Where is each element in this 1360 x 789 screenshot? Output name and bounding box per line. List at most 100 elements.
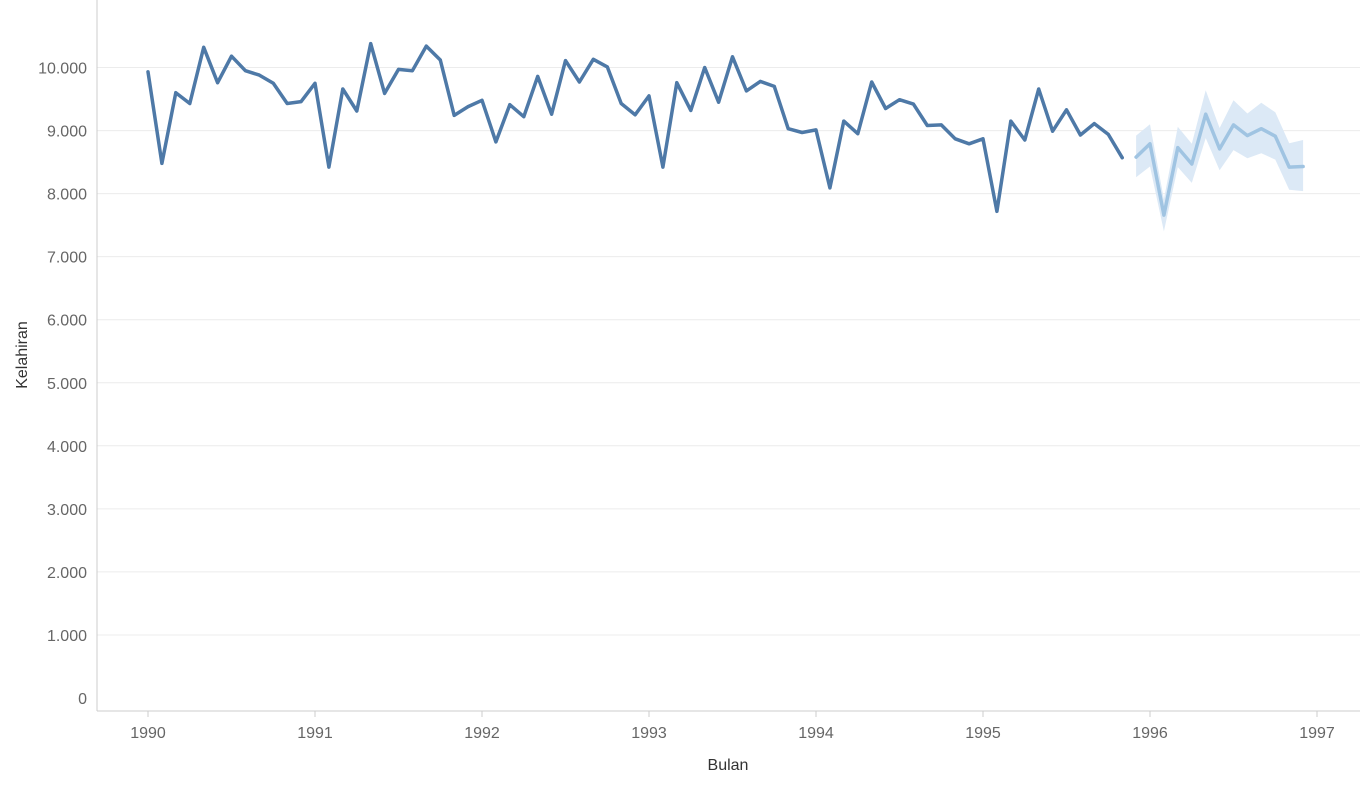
forecast-data-point bbox=[1287, 165, 1291, 169]
actual-data-point bbox=[271, 81, 275, 85]
forecast-data-point bbox=[1176, 146, 1180, 150]
forecast-data-point bbox=[1134, 155, 1138, 159]
y-tick-label: 9.000 bbox=[47, 124, 87, 141]
actual-data-point bbox=[341, 87, 345, 91]
actual-data-point bbox=[522, 115, 526, 119]
actual-data-point bbox=[1106, 132, 1110, 136]
actual-data-point bbox=[619, 102, 623, 105]
actual-data-point bbox=[550, 112, 554, 116]
actual-data-point bbox=[661, 165, 665, 169]
actual-data-point bbox=[230, 54, 233, 58]
forecast-data-point bbox=[1162, 213, 1166, 217]
x-tick-label: 1992 bbox=[464, 725, 500, 742]
x-tick-label: 1996 bbox=[1132, 725, 1168, 742]
forecast-data-point bbox=[1148, 142, 1152, 146]
actual-data-point bbox=[410, 69, 414, 73]
actual-data-point bbox=[160, 161, 164, 165]
actual-data-point bbox=[424, 44, 428, 48]
y-tick-label: 4.000 bbox=[47, 439, 87, 456]
forecast-data-point bbox=[1232, 123, 1235, 127]
actual-data-point bbox=[675, 81, 679, 85]
actual-data-point bbox=[577, 80, 581, 84]
actual-data-point bbox=[758, 79, 762, 83]
actual-data-point bbox=[1051, 129, 1055, 133]
actual-data-point bbox=[1092, 122, 1096, 126]
y-tick-label: 5.000 bbox=[47, 376, 87, 393]
actual-data-point bbox=[536, 74, 540, 78]
actual-data-point bbox=[299, 100, 303, 104]
actual-data-point bbox=[1037, 87, 1041, 91]
actual-data-point bbox=[800, 131, 804, 134]
x-axis-title: Bulan bbox=[708, 757, 749, 774]
actual-data-point bbox=[842, 119, 846, 123]
actual-data-point bbox=[814, 128, 818, 132]
actual-data-point bbox=[967, 142, 971, 146]
actual-data-point bbox=[355, 109, 359, 113]
actual-data-point bbox=[870, 80, 874, 84]
actual-data-point bbox=[327, 165, 331, 169]
actual-data-point bbox=[1023, 138, 1027, 142]
forecast-data-point bbox=[1245, 134, 1249, 138]
actual-data-point bbox=[1078, 133, 1082, 137]
forecast-data-point bbox=[1259, 127, 1263, 131]
actual-data-point bbox=[633, 113, 637, 117]
y-tick-label: 0 bbox=[78, 691, 87, 708]
actual-data-point bbox=[925, 124, 929, 127]
actual-data-point bbox=[911, 102, 915, 106]
x-tick-label: 1994 bbox=[798, 725, 834, 742]
actual-data-point bbox=[591, 57, 595, 61]
actual-data-point bbox=[508, 103, 512, 107]
actual-data-point bbox=[856, 132, 860, 136]
actual-data-point bbox=[605, 65, 609, 69]
y-axis-title: Kelahiran bbox=[14, 321, 31, 389]
forecast-band-area bbox=[1136, 90, 1304, 232]
actual-data-point bbox=[717, 100, 721, 104]
actual-data-point bbox=[438, 58, 442, 62]
actual-series-line bbox=[146, 41, 1124, 214]
actual-data-point bbox=[397, 67, 400, 71]
y-tick-label: 10.000 bbox=[38, 61, 87, 78]
actual-data-point bbox=[731, 55, 734, 59]
actual-data-point bbox=[383, 91, 387, 95]
actual-data-point bbox=[953, 137, 957, 141]
actual-data-point bbox=[828, 186, 832, 190]
actual-data-point bbox=[564, 59, 567, 63]
forecast-data-point bbox=[1218, 147, 1222, 151]
series bbox=[146, 41, 1305, 217]
forecast-data-point bbox=[1301, 165, 1305, 168]
forecast-data-point bbox=[1273, 134, 1277, 138]
actual-data-point bbox=[898, 98, 901, 102]
actual-data-point bbox=[1009, 119, 1013, 123]
actual-data-point bbox=[939, 123, 943, 127]
forecast-data-point bbox=[1204, 112, 1208, 116]
actual-data-point bbox=[786, 127, 790, 131]
y-tick-label: 1.000 bbox=[47, 628, 87, 645]
actual-data-point bbox=[257, 73, 261, 77]
actual-data-point bbox=[216, 81, 220, 85]
actual-data-point bbox=[480, 98, 484, 102]
actual-data-point bbox=[466, 105, 470, 109]
y-tick-label: 2.000 bbox=[47, 565, 87, 582]
actual-data-point bbox=[243, 69, 247, 73]
y-tick-label: 7.000 bbox=[47, 250, 87, 267]
actual-data-point bbox=[313, 81, 317, 85]
actual-data-point bbox=[689, 108, 693, 112]
actual-data-point bbox=[174, 91, 178, 95]
x-tick-label: 1997 bbox=[1299, 725, 1335, 742]
actual-data-point bbox=[1065, 108, 1068, 112]
forecast-data-point bbox=[1190, 162, 1194, 166]
x-tick-label: 1995 bbox=[965, 725, 1001, 742]
x-tick-label: 1990 bbox=[130, 725, 166, 742]
y-tick-label: 6.000 bbox=[47, 313, 87, 330]
actual-data-point bbox=[772, 84, 776, 88]
actual-data-point bbox=[981, 137, 985, 141]
actual-data-point bbox=[1120, 156, 1124, 160]
actual-data-point bbox=[494, 140, 498, 144]
actual-data-point bbox=[452, 113, 456, 117]
actual-data-point bbox=[995, 209, 999, 213]
y-tick-label: 8.000 bbox=[47, 187, 87, 204]
actual-data-point bbox=[146, 70, 150, 74]
forecast-band bbox=[1136, 90, 1304, 232]
